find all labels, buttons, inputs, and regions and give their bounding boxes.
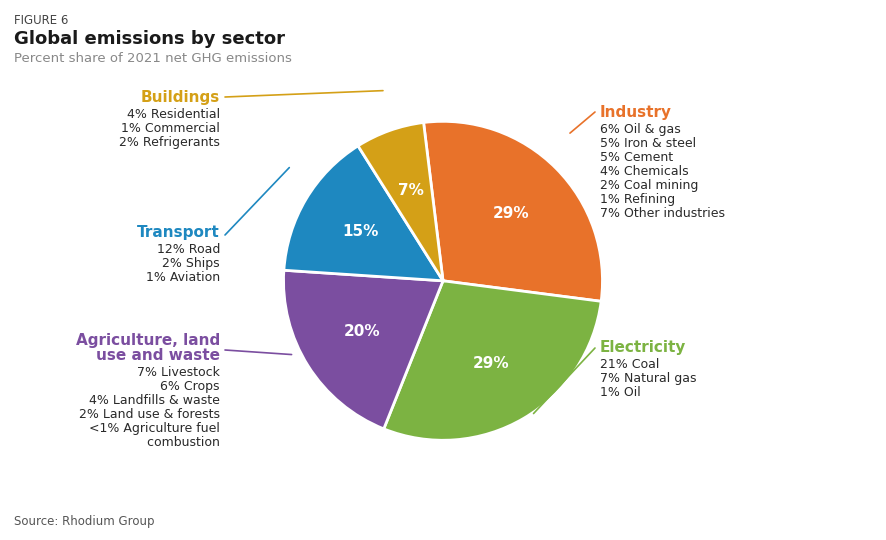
Text: Source: Rhodium Group: Source: Rhodium Group: [14, 515, 154, 528]
Text: 12% Road: 12% Road: [157, 243, 220, 256]
Text: 1% Commercial: 1% Commercial: [121, 122, 220, 135]
Text: 5% Iron & steel: 5% Iron & steel: [600, 137, 696, 150]
Text: 5% Cement: 5% Cement: [600, 151, 673, 164]
Text: 6% Oil & gas: 6% Oil & gas: [600, 123, 680, 136]
Wedge shape: [284, 146, 443, 281]
Text: use and waste: use and waste: [96, 348, 220, 363]
Text: 15%: 15%: [343, 224, 379, 239]
Text: 2% Refrigerants: 2% Refrigerants: [119, 136, 220, 149]
Text: 7% Livestock: 7% Livestock: [137, 366, 220, 379]
Text: 1% Oil: 1% Oil: [600, 386, 641, 399]
Text: Transport: Transport: [137, 225, 220, 240]
Text: combustion: combustion: [127, 436, 220, 449]
Text: Electricity: Electricity: [600, 340, 687, 355]
Text: FIGURE 6: FIGURE 6: [14, 14, 68, 27]
Text: 4% Landfills & waste: 4% Landfills & waste: [89, 394, 220, 407]
Text: 6% Crops: 6% Crops: [160, 380, 220, 393]
Text: 1% Aviation: 1% Aviation: [146, 271, 220, 284]
Text: 7% Natural gas: 7% Natural gas: [600, 372, 696, 385]
Text: 2% Land use & forests: 2% Land use & forests: [79, 408, 220, 421]
Wedge shape: [358, 123, 443, 281]
Text: Percent share of 2021 net GHG emissions: Percent share of 2021 net GHG emissions: [14, 52, 291, 65]
Text: 2% Coal mining: 2% Coal mining: [600, 179, 698, 192]
Text: Industry: Industry: [600, 105, 672, 120]
Text: 1% Refining: 1% Refining: [600, 193, 675, 206]
Text: Buildings: Buildings: [141, 90, 220, 105]
Wedge shape: [284, 270, 443, 429]
Text: 20%: 20%: [344, 325, 380, 339]
Wedge shape: [384, 281, 602, 440]
Text: 4% Residential: 4% Residential: [127, 108, 220, 121]
Text: Global emissions by sector: Global emissions by sector: [14, 30, 285, 48]
Wedge shape: [424, 122, 602, 301]
Text: 29%: 29%: [473, 356, 509, 371]
Text: 4% Chemicals: 4% Chemicals: [600, 165, 688, 178]
Text: 7%: 7%: [398, 183, 424, 198]
Text: 21% Coal: 21% Coal: [600, 358, 659, 371]
Text: <1% Agriculture fuel: <1% Agriculture fuel: [89, 422, 220, 435]
Text: 2% Ships: 2% Ships: [162, 257, 220, 270]
Text: 7% Other industries: 7% Other industries: [600, 207, 725, 220]
Text: 29%: 29%: [493, 206, 529, 221]
Text: Agriculture, land: Agriculture, land: [75, 333, 220, 348]
